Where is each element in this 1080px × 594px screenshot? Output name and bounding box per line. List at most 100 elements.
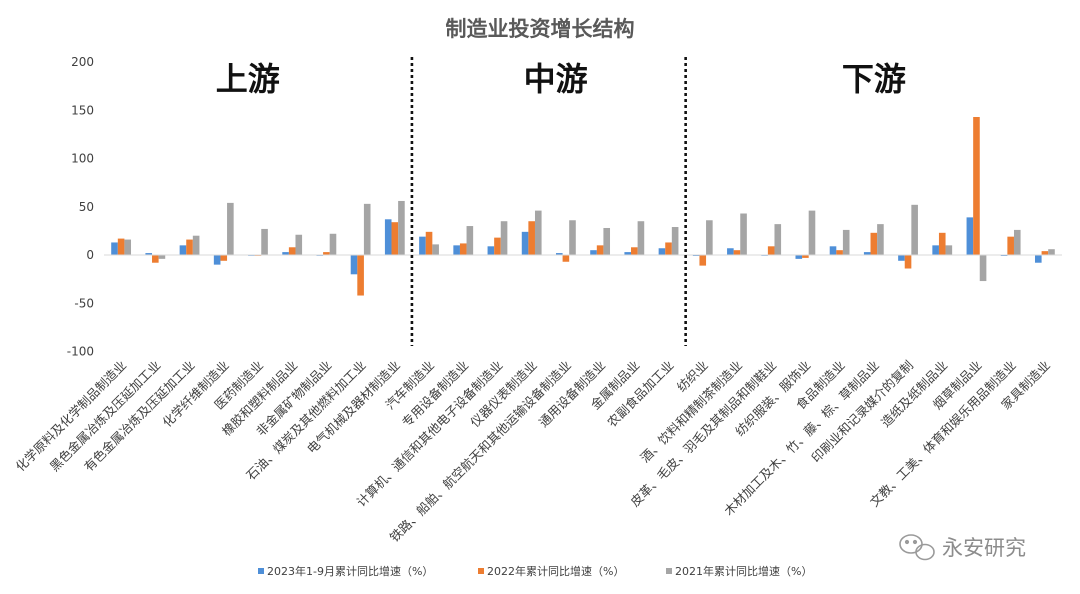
bar <box>938 232 946 256</box>
bar <box>453 245 460 255</box>
bar <box>459 243 467 255</box>
bar <box>534 210 542 255</box>
bar <box>842 229 850 255</box>
bar <box>391 222 399 255</box>
y-tick-label: 200 <box>71 55 94 69</box>
bar <box>227 202 234 255</box>
legend: 2023年1-9月累计同比增速（%） 2022年累计同比增速（%） 2021年累计同… <box>258 564 812 578</box>
bar <box>295 234 303 256</box>
bar <box>179 245 187 255</box>
bar <box>603 227 611 255</box>
bar <box>288 247 296 255</box>
y-tick-label: 0 <box>86 248 94 262</box>
bar <box>350 255 358 275</box>
y-tick-label: -100 <box>67 345 94 359</box>
legend-label: 2021年累计同比增速（%） <box>675 564 812 578</box>
bar <box>220 255 228 261</box>
bar <box>911 204 918 255</box>
bar <box>740 213 747 255</box>
bar <box>117 238 125 255</box>
bar <box>774 224 782 255</box>
bar <box>213 255 221 265</box>
bar <box>870 232 878 256</box>
bar <box>624 252 632 255</box>
bar <box>261 228 268 255</box>
bar <box>590 250 597 256</box>
bar <box>398 200 405 255</box>
y-tick-label: 100 <box>71 152 94 166</box>
bar <box>425 231 433 255</box>
bar <box>973 117 980 255</box>
bar <box>637 221 645 255</box>
section-label: 上游 <box>216 60 280 98</box>
bar <box>1034 255 1042 263</box>
bar <box>877 224 884 255</box>
category-labels: 化学原料及化学制品制造业黑色金属冶炼及压延加工业有色金属冶炼及压延加工业化学纤维… <box>13 358 1053 545</box>
legend-swatch <box>666 568 672 574</box>
y-tick-label: 150 <box>71 103 94 117</box>
bar <box>802 255 809 258</box>
bar <box>1013 229 1021 255</box>
bar <box>836 250 843 256</box>
bar <box>569 220 576 255</box>
bar <box>432 244 439 255</box>
bar <box>1041 251 1049 255</box>
bar <box>500 221 508 255</box>
bar <box>323 252 330 255</box>
bar <box>466 226 474 255</box>
bar <box>152 255 159 263</box>
bar <box>727 248 734 255</box>
bar <box>808 210 816 255</box>
bar <box>699 255 707 266</box>
legend-label: 2023年1-9月累计同比增速（%） <box>267 564 433 578</box>
bar <box>192 235 200 255</box>
watermark: 永安研究 <box>899 534 1026 561</box>
bar <box>329 233 337 255</box>
bar <box>631 247 638 255</box>
bar <box>1007 236 1014 255</box>
bar <box>487 246 495 255</box>
section-label: 下游 <box>842 60 906 98</box>
chart-title: 制造业投资增长结构 <box>446 17 635 41</box>
bar <box>863 252 871 255</box>
bar <box>145 253 153 255</box>
legend-label: 2022年累计同比增速（%） <box>487 564 624 578</box>
y-axis: -100 -50 0 50 100 150 200 <box>67 55 94 359</box>
bars <box>111 117 1055 296</box>
bar <box>521 231 529 255</box>
bar <box>357 255 364 296</box>
bar <box>494 237 501 255</box>
bar <box>111 242 118 255</box>
bar <box>795 255 803 259</box>
y-tick-label: 50 <box>79 200 94 214</box>
bar <box>898 255 905 261</box>
bar <box>384 219 392 255</box>
bar <box>124 239 132 255</box>
bar <box>158 255 166 259</box>
bar <box>829 246 837 255</box>
bar <box>658 248 666 255</box>
bar <box>671 227 679 255</box>
bar <box>966 217 974 255</box>
bar <box>555 253 563 255</box>
bar <box>528 221 535 255</box>
bar <box>706 220 713 255</box>
bar <box>363 203 371 255</box>
bar <box>282 252 289 255</box>
bar <box>665 242 672 255</box>
section-dividers <box>410 57 687 346</box>
legend-swatch <box>478 568 484 574</box>
bar <box>904 255 912 269</box>
section-label: 中游 <box>524 60 588 98</box>
bar <box>945 245 953 255</box>
legend-swatch <box>258 568 264 574</box>
section-labels: 上游 中游 下游 <box>216 60 906 98</box>
y-tick-label: -50 <box>74 296 94 310</box>
bar <box>562 255 570 262</box>
bar <box>733 250 741 256</box>
bar <box>932 245 939 255</box>
bar <box>596 245 604 255</box>
bar <box>1048 249 1055 255</box>
bar <box>419 236 426 255</box>
